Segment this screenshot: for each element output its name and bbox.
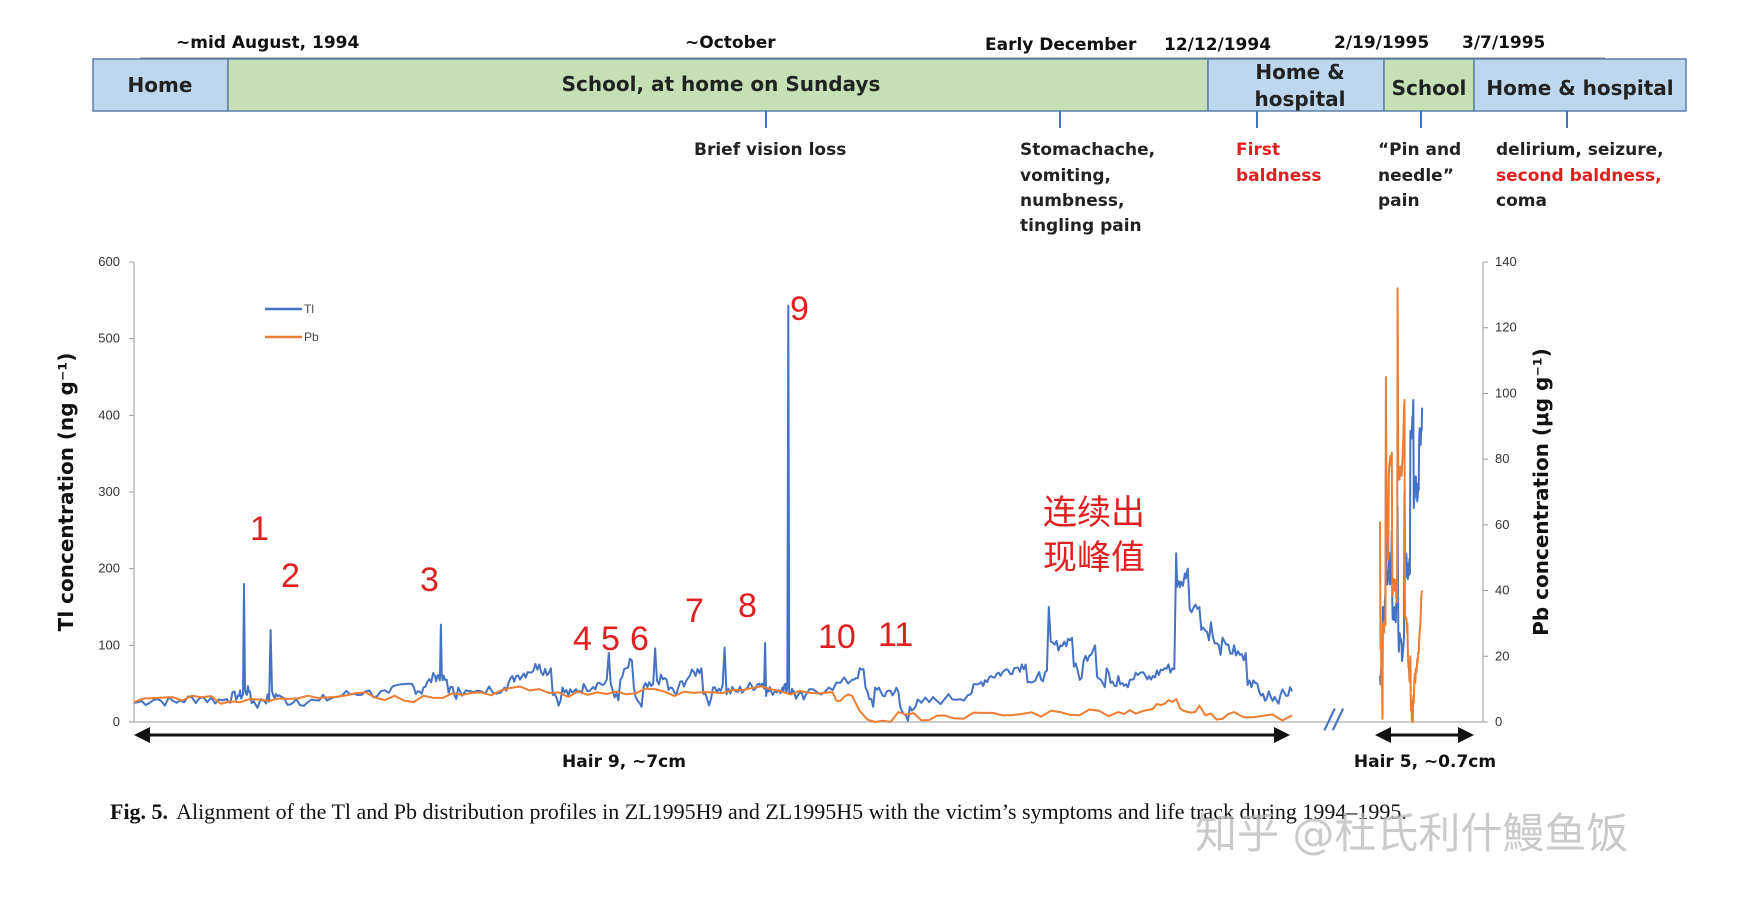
hair5-label: Hair 5, ~0.7cm (1354, 752, 1496, 772)
watermark: 知乎 @杜氏利什鰻鱼饭 (1195, 809, 1628, 858)
y-tick-label-left: 300 (98, 484, 120, 499)
timeline-date: Early December (985, 35, 1137, 55)
peak-label: 11 (878, 616, 913, 654)
event-line: needle” (1378, 166, 1454, 186)
timeline-date: 3/7/1995 (1462, 33, 1545, 53)
event-line: First (1236, 140, 1280, 160)
y-ticks-left: 0 100 200 300 400 500 600 (98, 254, 134, 729)
arrow-head-left (1375, 727, 1391, 743)
y-tick-label-left: 400 (98, 407, 120, 422)
peak-label: 9 (790, 290, 809, 328)
phase-label: hospital (1255, 87, 1346, 111)
legend-label: Pb (304, 330, 319, 344)
annotation-line: 连续出 (1043, 493, 1145, 533)
event-line: vomiting, (1020, 166, 1111, 186)
event-line: delirium, seizure, (1496, 140, 1664, 160)
hair9-span: Hair 9, ~7cm (134, 727, 1290, 772)
event-line: coma (1496, 191, 1547, 211)
y-tick-label-right: 0 (1495, 714, 1502, 729)
event-line: tingling pain (1020, 216, 1142, 236)
series-line-pb (1379, 287, 1424, 723)
phase-label: Home (128, 73, 193, 97)
phase-label: School (1392, 76, 1467, 100)
timeline-date: 2/19/1995 (1334, 33, 1429, 53)
axis-break-mark: // (1323, 704, 1344, 737)
y-tick-label-right: 120 (1495, 320, 1517, 335)
caption-fig-label: Fig. 5. (110, 799, 168, 824)
timeline-date: ~October (685, 33, 776, 53)
annotation-line: 现峰值 (1043, 538, 1145, 578)
peak-labels: 1 2 3 4 5 6 7 8 9 10 11 (250, 290, 913, 658)
phase-box (1473, 58, 1687, 112)
y-axis-title-left: Tl concentration (ng g⁻¹) (54, 353, 78, 632)
y-tick-label-left: 500 (98, 331, 120, 346)
hair5-span: Hair 5, ~0.7cm (1354, 727, 1496, 772)
event-line: numbness, (1020, 191, 1124, 211)
peak-label: 1 (250, 510, 269, 548)
phase-box (227, 58, 1209, 112)
phase-label: Home & hospital (1486, 76, 1673, 100)
peak-label: 5 (601, 620, 620, 658)
arrow-head-right (1458, 727, 1474, 743)
timeline-date: ~mid August, 1994 (176, 33, 360, 53)
arrow-head-right (1274, 727, 1290, 743)
figure-caption: Fig. 5. Alignment of the Tl and Pb distri… (110, 799, 1407, 824)
y-tick-label-right: 140 (1495, 254, 1517, 269)
phase-label: School, at home on Sundays (562, 72, 881, 96)
peak-label: 8 (738, 587, 757, 625)
hair9-label: Hair 9, ~7cm (562, 752, 686, 772)
y-tick-label-left: 200 (98, 561, 120, 576)
peak-label: 10 (818, 618, 856, 656)
peak-label: 6 (630, 620, 649, 658)
y-tick-label-right: 60 (1495, 517, 1509, 532)
event-line: “Pin and (1378, 140, 1461, 160)
chart-area: Tl concentration (ng g⁻¹) Pb concentrati… (54, 254, 1553, 772)
peak-label: 2 (281, 557, 300, 595)
y-ticks-right: 0 20 40 60 80 100 120 140 (1483, 254, 1517, 729)
caption-text: Alignment of the Tl and Pb distribution … (176, 799, 1407, 824)
legend-label: Tl (304, 302, 314, 316)
y-tick-label-right: 40 (1495, 583, 1509, 598)
y-tick-label-left: 100 (98, 637, 120, 652)
series-line-tl (1379, 399, 1424, 686)
event-line: pain (1378, 191, 1420, 211)
event-line: Brief vision loss (694, 140, 846, 160)
timeline: ~mid August, 1994 ~October Early Decembe… (92, 33, 1687, 236)
peak-label: 4 (573, 620, 592, 658)
arrow-head-left (134, 727, 150, 743)
series-layer (133, 287, 1424, 723)
y-axis-title-right: Pb concentration (μg g⁻¹) (1529, 348, 1553, 636)
y-tick-label-right: 80 (1495, 451, 1509, 466)
peak-label: 3 (420, 561, 439, 599)
event-line: second baldness, (1496, 166, 1662, 186)
y-tick-label-left: 0 (113, 714, 120, 729)
event-line: Stomachache, (1020, 140, 1155, 160)
legend: Tl Pb (265, 302, 319, 344)
peak-label: 7 (685, 592, 704, 630)
series-line-tl (133, 304, 1293, 722)
phase-box (1207, 58, 1385, 112)
series-line-pb (133, 685, 1293, 723)
y-tick-label-left: 600 (98, 254, 120, 269)
y-tick-label-right: 20 (1495, 648, 1509, 663)
timeline-date: 12/12/1994 (1164, 35, 1271, 55)
event-line: baldness (1236, 166, 1322, 186)
y-tick-label-right: 100 (1495, 385, 1517, 400)
phase-label: Home & (1255, 60, 1344, 84)
